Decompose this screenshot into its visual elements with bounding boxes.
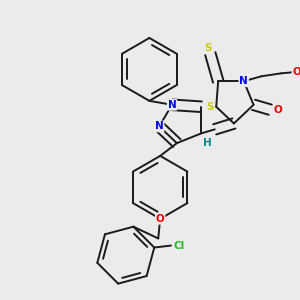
Text: N: N [155,122,164,131]
Text: O: O [274,105,283,115]
Text: O: O [292,68,300,77]
Text: N: N [168,100,176,110]
Text: S: S [205,43,212,53]
Text: H: H [202,138,211,148]
Text: S: S [207,102,214,112]
Text: N: N [239,76,248,86]
Text: Cl: Cl [173,241,184,250]
Text: O: O [156,214,165,224]
